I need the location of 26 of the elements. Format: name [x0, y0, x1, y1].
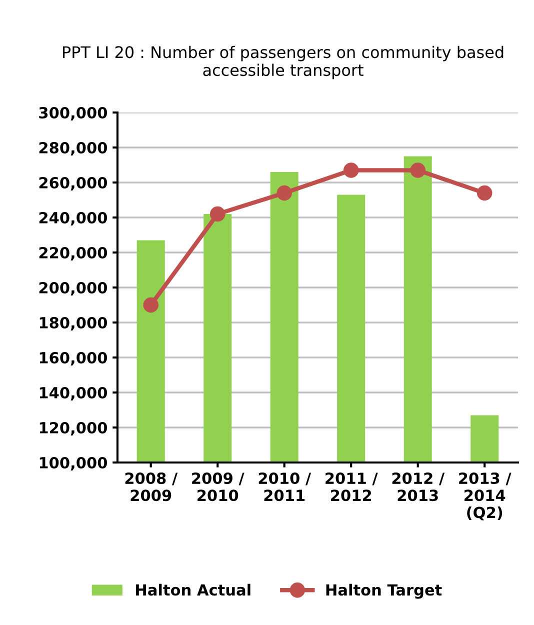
- y-tick-label: 280,000: [39, 142, 108, 156]
- x-tick-label: 2011 / 2012: [326, 472, 378, 502]
- y-tick-label: 160,000: [40, 352, 108, 366]
- y-tick-label: 240,000: [39, 212, 108, 226]
- point: [343, 162, 359, 178]
- chart-title: PPT LI 20 : Number of passengers on community based accessible transport: [63, 46, 504, 80]
- y-tick-label: 120,000: [40, 422, 108, 436]
- point: [410, 162, 426, 178]
- y-tick-label: 140,000: [40, 386, 108, 400]
- x-tick-label: 2012 / 2013: [392, 472, 445, 502]
- x-tick-label: 2009 / 2010: [192, 472, 244, 502]
- legend-label: Halton Actual: [136, 584, 250, 596]
- y-tick-label: 200,000: [39, 282, 108, 296]
- point: [210, 206, 226, 222]
- point: [143, 297, 158, 313]
- y-tick-label: 300,000: [39, 106, 108, 120]
- y-tick-label: 260,000: [39, 176, 108, 190]
- x-tick-label: 2013 / 2014 (Q2): [459, 472, 512, 520]
- x-tick-label: 2008 / 2009: [125, 472, 178, 502]
- x-tick-label: 2010 / 2011: [258, 472, 312, 502]
- y-tick-label: 220,000: [39, 246, 108, 260]
- legend-label: Halton Target: [326, 584, 442, 599]
- point: [276, 185, 292, 201]
- y-tick-label: 180,000: [40, 316, 108, 330]
- y-tick-label: 100,000: [40, 456, 108, 470]
- point: [476, 185, 492, 201]
